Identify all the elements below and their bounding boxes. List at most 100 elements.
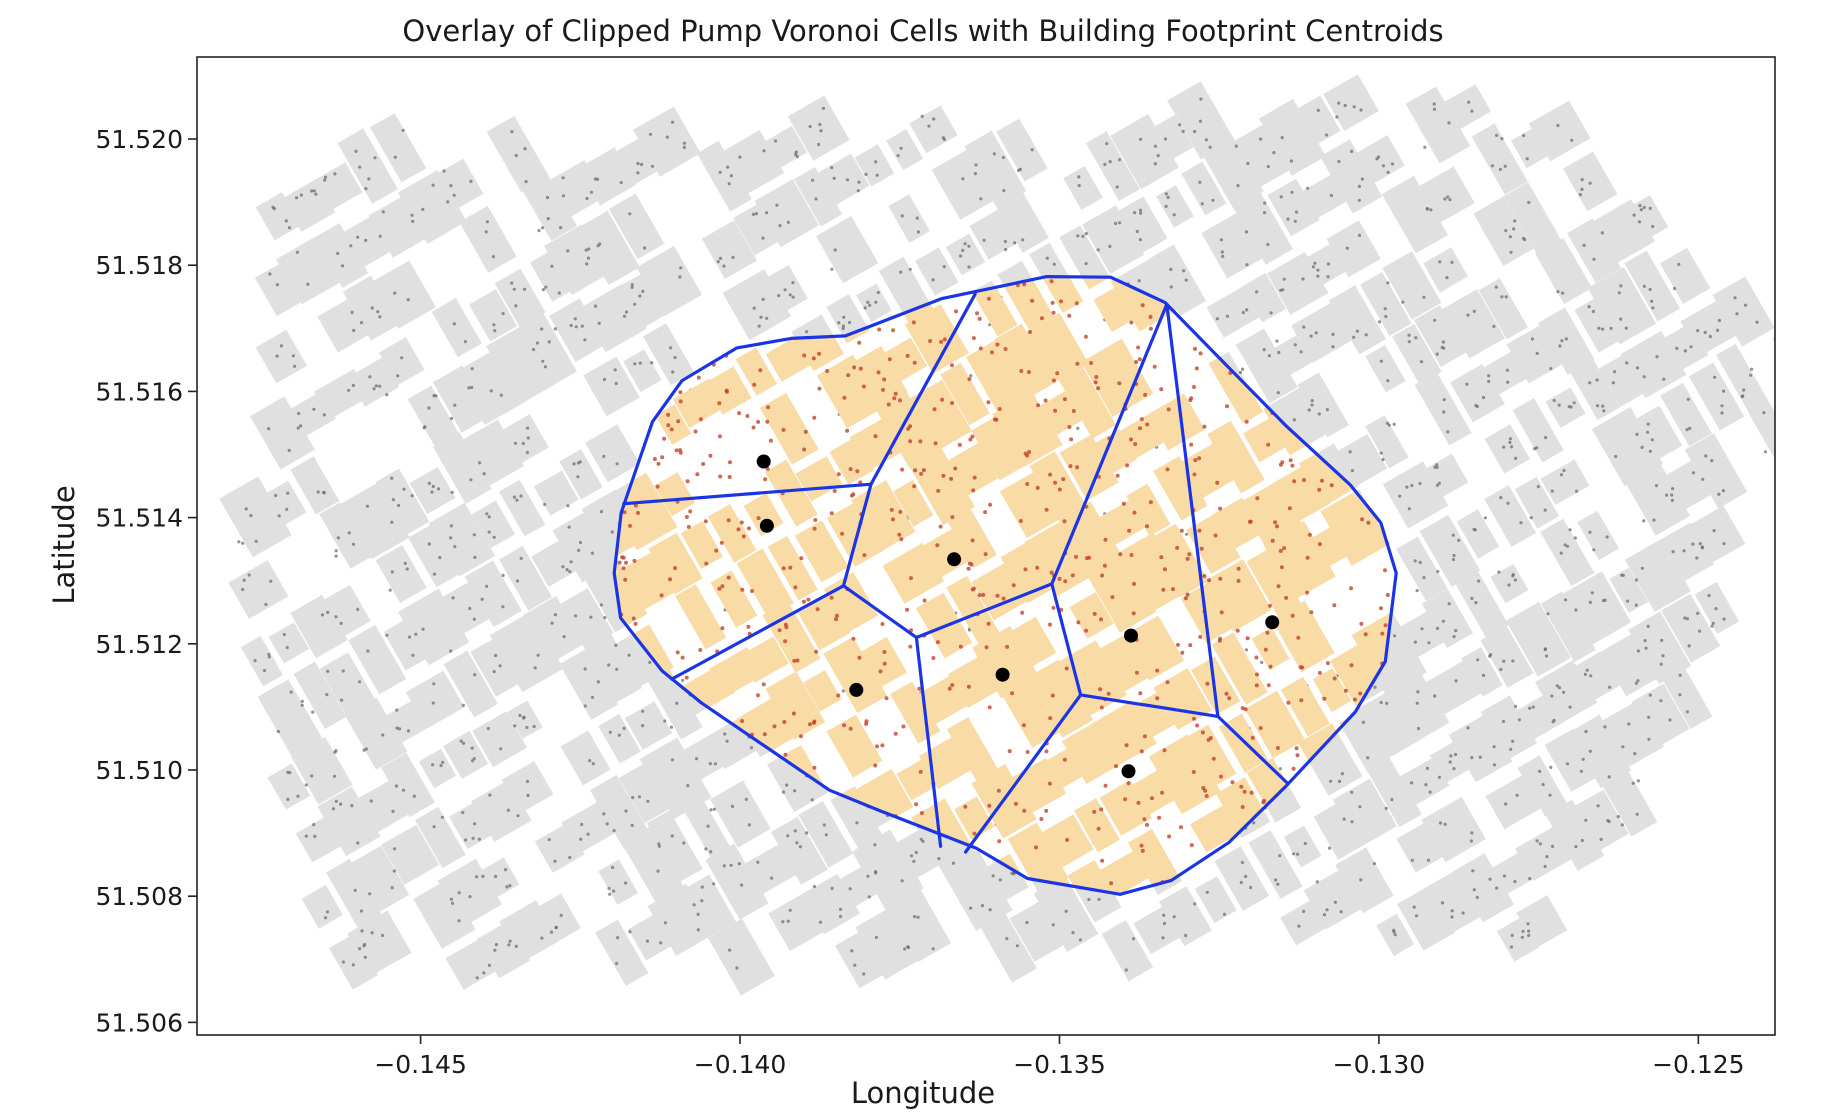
building-centroid [1193, 902, 1197, 906]
clipped-building-centroid [957, 279, 962, 284]
building-centroid [786, 834, 790, 838]
building-centroid [1471, 869, 1475, 873]
building-centroid [513, 724, 517, 728]
building-footprint [896, 827, 943, 879]
building-centroid [637, 795, 642, 799]
clipped-building-centroid [685, 820, 690, 825]
building-centroid [937, 857, 941, 861]
building-centroid [359, 909, 363, 913]
building-centroid [491, 255, 495, 259]
building-centroid [1500, 137, 1504, 141]
y-tick-label: 51.514 [96, 504, 183, 533]
building-centroid [1418, 560, 1422, 565]
building-centroid [1422, 576, 1426, 580]
building-footprint [1567, 218, 1622, 284]
clipped-building-centroid [1143, 392, 1148, 397]
building-centroid [1483, 516, 1487, 520]
building-footprint [1545, 799, 1605, 871]
building-footprint [1033, 875, 1099, 952]
building-centroid [1303, 841, 1307, 846]
building-centroid [312, 823, 316, 827]
clipped-building [905, 379, 972, 453]
building-footprint [1480, 695, 1538, 760]
building-centroid [1544, 654, 1549, 658]
y-tick-label: 51.510 [96, 756, 183, 785]
clipped-building-centroid [1305, 590, 1310, 595]
building-centroid [1685, 428, 1689, 432]
clipped-building-centroid [1359, 276, 1364, 281]
building-centroid [561, 565, 565, 569]
clipped-building-centroid [876, 370, 881, 375]
clipped-building-centroid [836, 693, 841, 698]
clipped-building-centroid [1267, 603, 1272, 608]
clipped-building-centroid [1189, 442, 1194, 447]
building-centroid [793, 829, 797, 833]
building-centroid [1508, 235, 1512, 239]
building-centroid [1631, 781, 1635, 785]
clipped-building-centroid [817, 351, 822, 356]
building-centroid [1548, 793, 1552, 797]
building-centroid [1607, 775, 1611, 779]
building-centroid [322, 413, 326, 417]
building-centroid [1555, 684, 1559, 688]
building-centroid [1450, 260, 1454, 264]
building-centroid [1244, 230, 1249, 234]
clipped-building-centroid [788, 565, 793, 570]
building-centroid [1601, 327, 1605, 331]
clipped-building-centroid [1063, 579, 1068, 584]
clipped-building-centroid [889, 507, 894, 512]
clipped-building-centroid [812, 765, 817, 770]
building-centroid [339, 621, 343, 626]
clipped-building-centroid [1155, 696, 1160, 701]
building-centroid [602, 377, 607, 382]
building-centroid [900, 214, 904, 218]
building-footprint [1450, 364, 1505, 423]
clipped-building-centroid [1200, 730, 1205, 735]
building-centroid [1181, 129, 1185, 133]
building-centroid [441, 760, 445, 764]
clipped-building-centroid [1187, 318, 1192, 323]
building-centroid [1564, 598, 1568, 602]
building-centroid [791, 281, 795, 285]
building-centroid [1595, 378, 1599, 382]
building-centroid [1735, 312, 1739, 316]
clipped-building-centroid [986, 296, 991, 301]
building-centroid [522, 287, 527, 291]
clipped-building-centroid [1288, 825, 1292, 829]
clipped-building-centroid [966, 684, 971, 689]
building-footprint [886, 129, 924, 171]
clipped-building-centroid [1236, 578, 1241, 583]
building-centroid [354, 149, 358, 153]
building-footprint [1201, 211, 1265, 279]
building-centroid [931, 947, 935, 951]
building-footprint [701, 220, 758, 279]
clipped-building-centroid [1139, 749, 1144, 754]
building-centroid [356, 235, 360, 239]
clipped-building-centroid [1191, 770, 1196, 774]
building-centroid [1696, 329, 1700, 333]
building-centroid [1504, 229, 1508, 233]
building-footprint [1297, 372, 1349, 438]
building-centroid [622, 726, 626, 731]
building-centroid [1350, 149, 1354, 153]
building-centroid [311, 710, 315, 714]
clipped-building-centroid [1165, 467, 1170, 472]
building-centroid [837, 321, 841, 325]
building-centroid [1198, 119, 1202, 123]
clipped-building-centroid [858, 366, 863, 371]
building-footprint [290, 456, 340, 515]
building-centroid [1647, 715, 1651, 719]
building-centroid [1329, 193, 1333, 198]
building-centroid [1536, 485, 1540, 489]
building-centroid [481, 874, 485, 879]
building-footprint [1421, 796, 1486, 863]
clipped-building-centroid [1224, 691, 1229, 696]
clipped-building-centroid [1343, 688, 1348, 693]
building-centroid [397, 727, 402, 731]
building-centroid [908, 267, 912, 271]
building-centroid [615, 961, 619, 966]
clipped-building-centroid [1096, 826, 1101, 831]
clipped-building-centroid [736, 527, 741, 532]
clipped-building-centroid [698, 648, 703, 652]
